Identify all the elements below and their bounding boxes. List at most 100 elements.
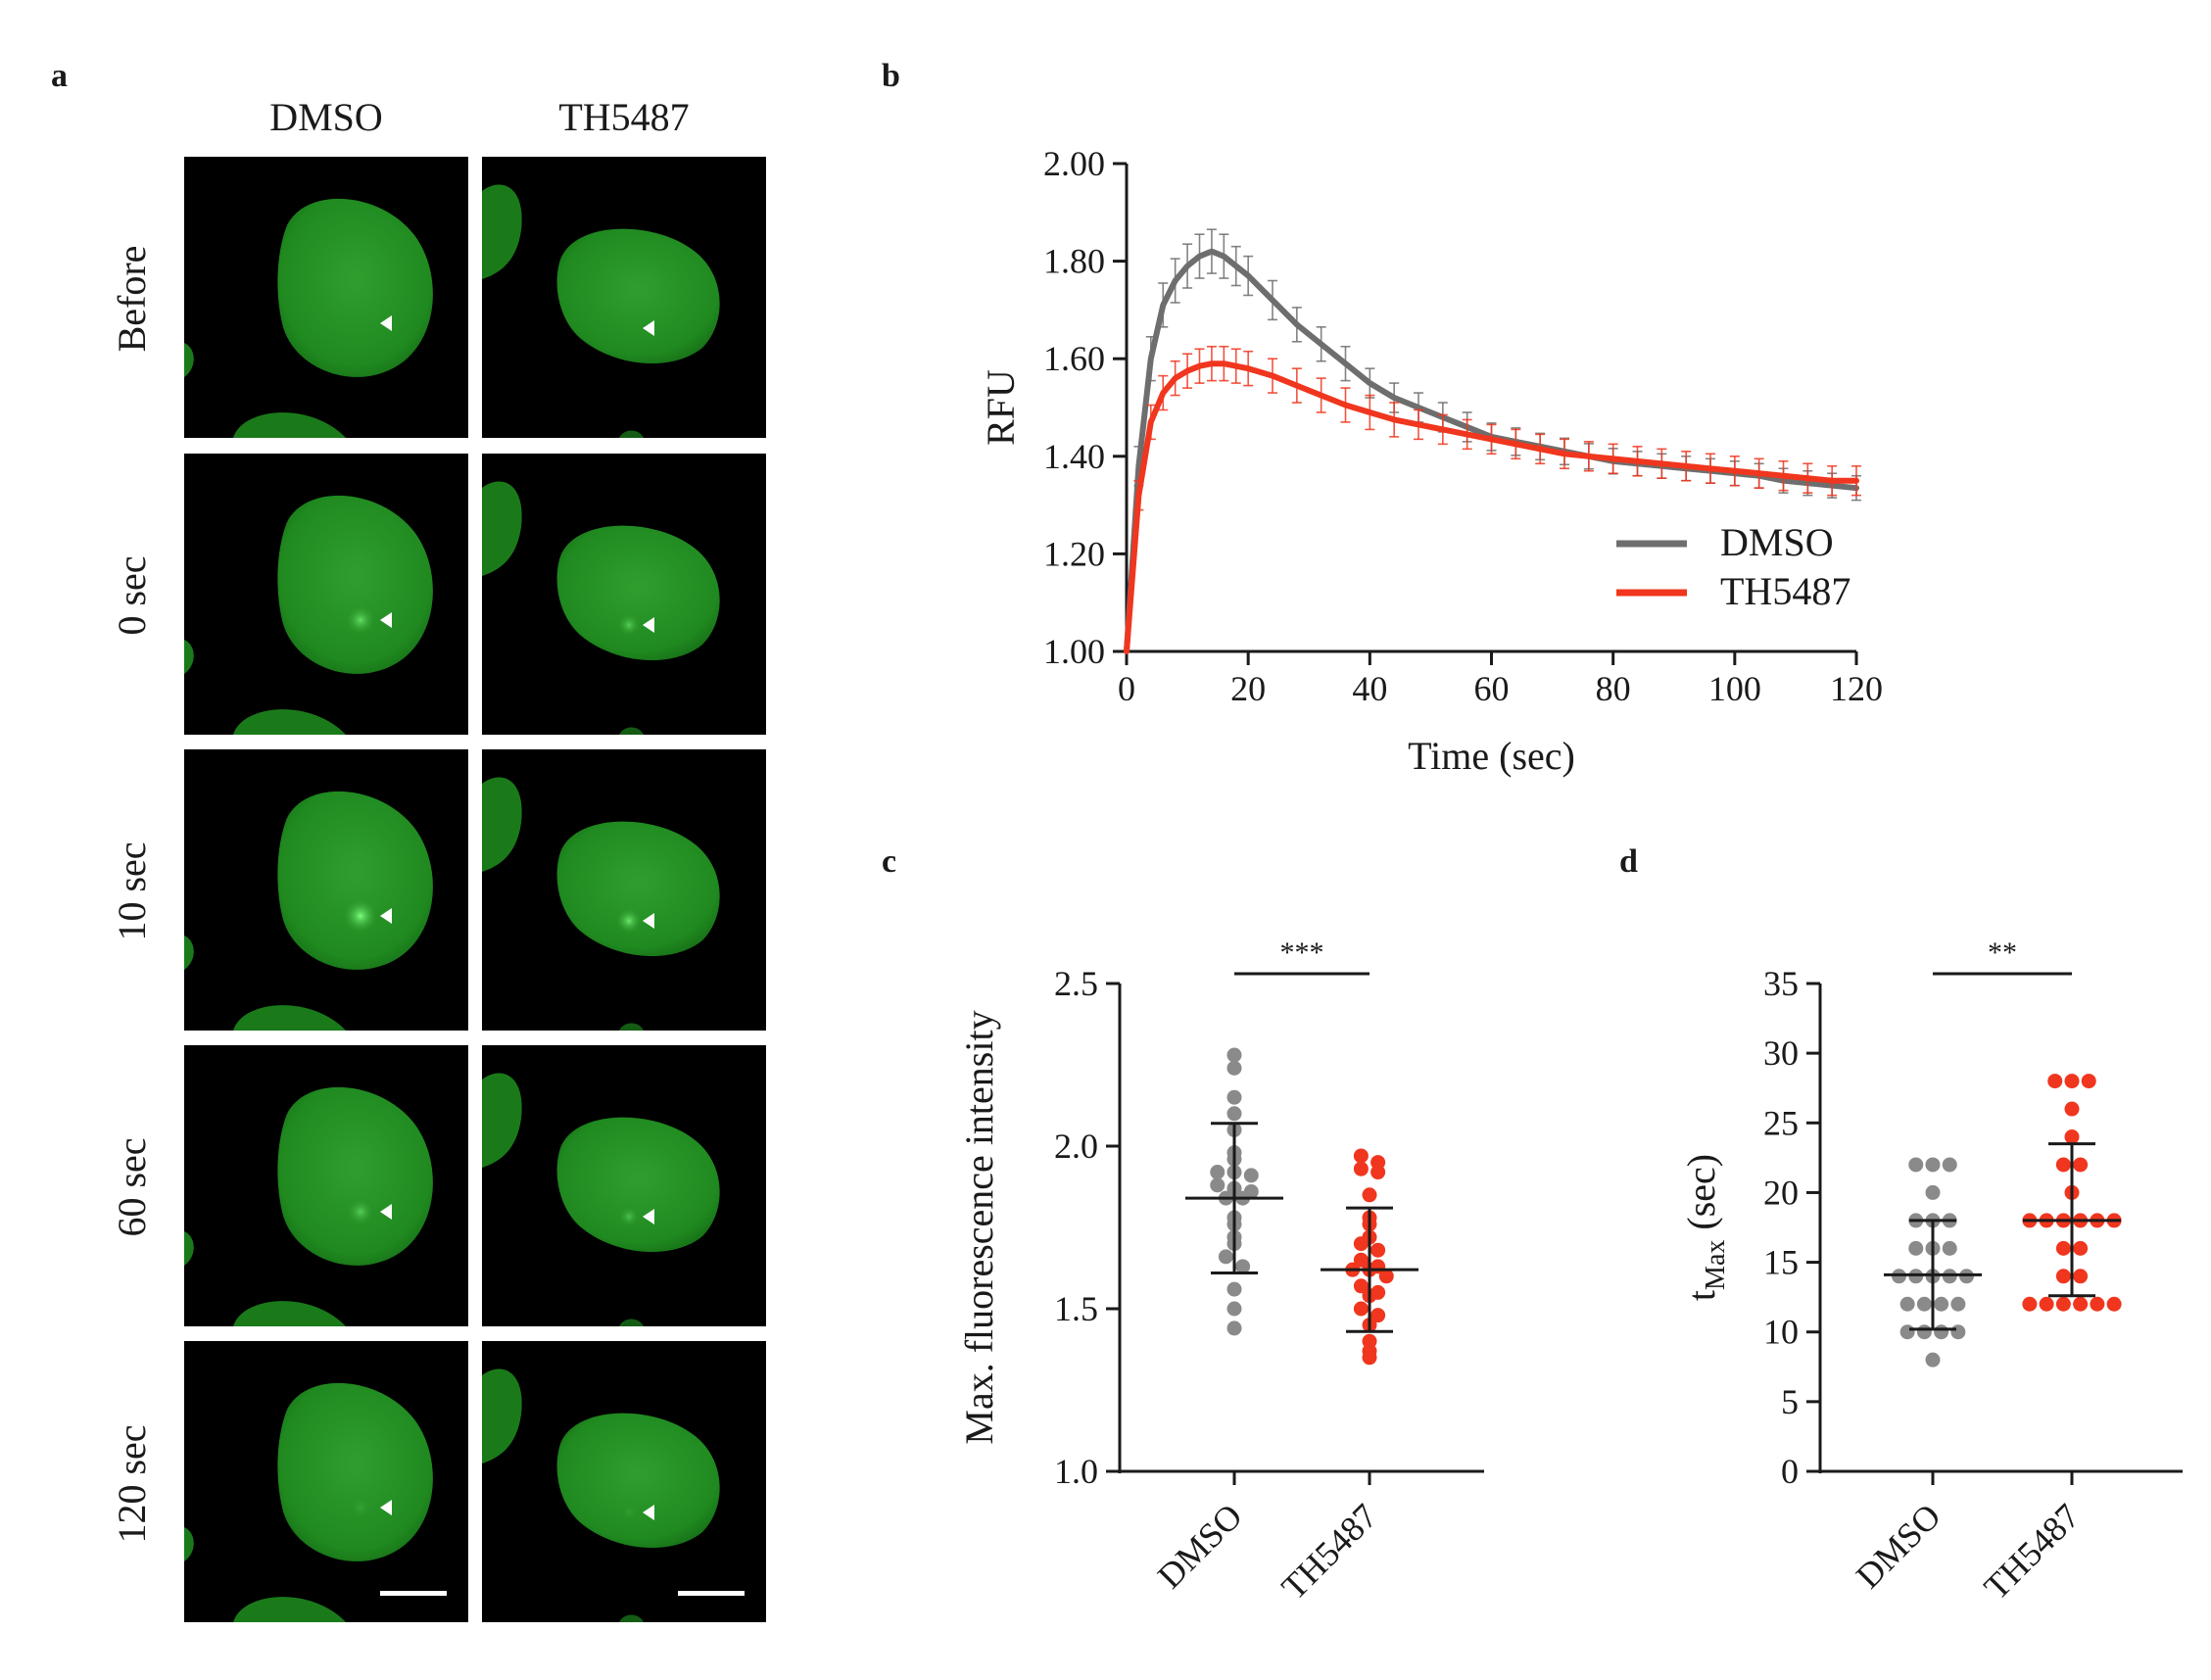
data-point [1362,1187,1377,1203]
micrograph-th5487-0 [482,157,766,438]
row-title-10-sec: 10 sec [110,841,154,940]
damage-spot [618,1206,640,1227]
arrowhead-icon [643,320,654,336]
x-tick-label: 60 [1474,669,1510,708]
panel-letter-b: b [882,58,900,94]
micrograph-dmso-4 [184,1341,468,1622]
micrograph-dmso-1 [184,454,468,735]
scale-bar [678,1591,745,1596]
data-point [1942,1240,1957,1256]
nucleus-main [556,1117,720,1253]
nucleus-main [277,1086,433,1266]
data-point [2106,1296,2122,1312]
data-point [1908,1240,1924,1256]
scale-bar [380,1591,447,1596]
damage-spot [617,613,641,637]
nucleus-edge [482,1073,522,1168]
category-label-th5487: TH5487 [1977,1496,2088,1607]
data-point [1218,1249,1233,1265]
nucleus-partial [233,1597,346,1622]
data-point [2039,1296,2054,1312]
category-label-dmso: DMSO [1150,1496,1250,1596]
data-point [1353,1252,1369,1268]
data-point [2064,1101,2080,1117]
series-th5487 [1124,345,1861,654]
nucleus-partial [233,412,346,438]
arrowhead-icon [380,1204,392,1220]
panel-letter-d: d [1619,843,1638,880]
x-tick-label: 120 [1830,669,1883,708]
data-point [2055,1269,2071,1284]
data-point [1934,1324,1949,1340]
data-point [1916,1324,1932,1340]
data-point [2073,1269,2089,1284]
legend-label-th5487: TH5487 [1720,569,1851,613]
micrograph-th5487-4 [482,1341,766,1622]
nucleus-partial [233,709,346,735]
micrograph-th5487-1 [482,454,766,735]
data-point [1353,1236,1369,1252]
arrowhead-icon [643,1505,654,1520]
y-tick-label: 20 [1763,1173,1799,1212]
data-point [1353,1301,1369,1317]
arrowhead-icon [643,1209,654,1224]
micrograph-th5487-2 [482,749,766,1031]
data-point [1950,1296,1966,1312]
significance-stars: ** [1988,936,2017,969]
panel-b-chart: 1.00 1.20 1.40 1.60 1.80 2.00 0 20 40 60 80 100 120 T… [979,144,1883,778]
data-point [1925,1352,1941,1368]
y-tick-label: 1.00 [1043,632,1105,671]
micrograph-grid [184,157,766,1622]
y-tick-label: 5 [1781,1382,1799,1421]
arrowhead-icon [643,617,654,633]
data-point [2022,1296,2038,1312]
panel-c-chart: 1.0 1.5 2.0 2.5 DMSO TH5487 *** Max. fluorescen… [957,936,1484,1608]
panel-d-chart: 0 5 10 15 20 25 30 35 DMSO TH5487 ** tMax (sec) [1679,936,2183,1608]
nucleus-edge [184,1231,194,1266]
nucleus-edge [184,936,194,970]
data-point [2055,1240,2071,1256]
data-point [1370,1242,1386,1258]
arrowhead-icon [380,1500,392,1515]
data-point [1226,1047,1242,1063]
data-point [1916,1296,1932,1312]
y-tick-label: 15 [1763,1243,1799,1282]
damage-spot [350,1497,371,1518]
data-point [1226,1301,1242,1317]
data-point [1899,1324,1915,1340]
nucleus-partial [619,1319,644,1326]
data-point [2090,1296,2105,1312]
x-tick-label: 0 [1118,669,1135,708]
column-title-dmso: DMSO [269,95,383,139]
nucleus-partial [619,1023,644,1031]
arrowhead-icon [380,612,392,628]
micrograph-dmso-2 [184,749,468,1031]
data-point [1226,1281,1242,1297]
nucleus-edge [184,1527,194,1561]
data-point [2055,1157,2071,1173]
data-point [1908,1157,1924,1173]
data-point [1353,1161,1369,1176]
nucleus-edge [184,640,194,674]
data-point [2073,1157,2089,1173]
row-title-before: Before [110,246,154,353]
row-title-60-sec: 60 sec [110,1137,154,1236]
data-point [2064,1074,2080,1089]
x-tick-label: 40 [1352,669,1387,708]
data-point [1925,1157,1941,1173]
y-tick-label: 1.0 [1054,1452,1098,1491]
nucleus-partial [619,727,644,735]
nucleus-main [556,821,720,957]
data-point [2081,1074,2096,1089]
data-point [1226,1060,1242,1076]
points-th5487 [2022,1074,2122,1312]
nucleus-edge [184,343,194,377]
arrowhead-icon [643,913,654,929]
y-tick-label: 35 [1763,964,1799,1003]
y-tick-label: 1.20 [1043,534,1105,573]
y-tick-label: 10 [1763,1313,1799,1352]
data-point [2064,1129,2080,1145]
y-tick-label: 1.5 [1054,1289,1098,1328]
row-title-0-sec: 0 sec [110,555,154,635]
